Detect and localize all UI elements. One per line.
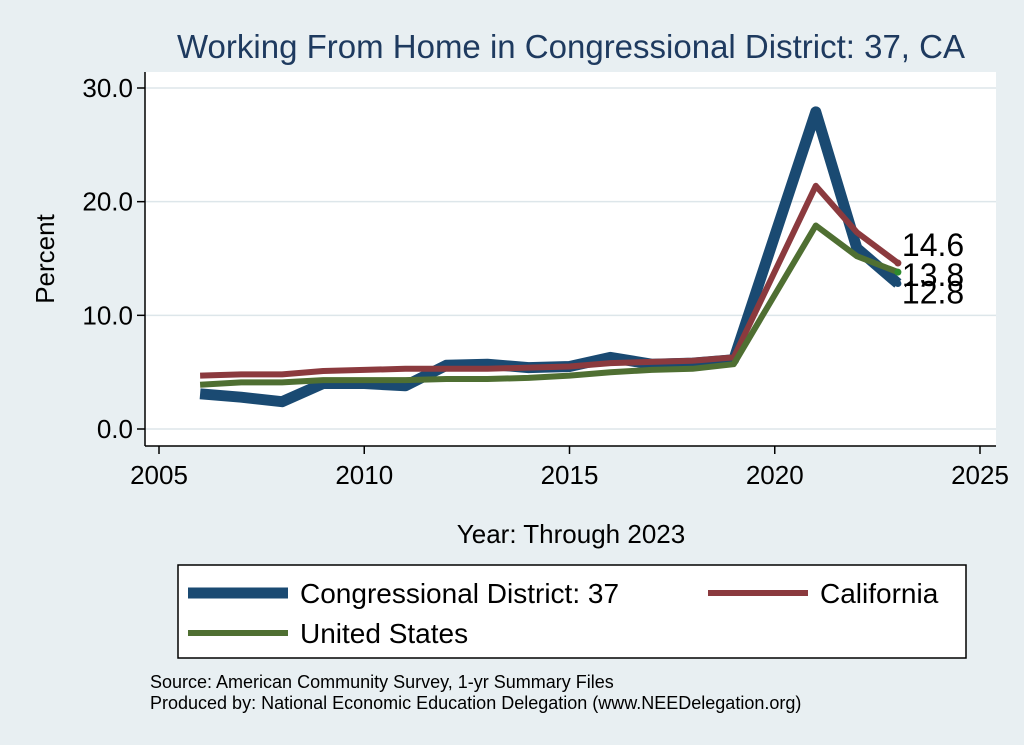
end-point-marker [894, 268, 902, 276]
series-line-2 [199, 222, 899, 388]
x-tick-label: 2010 [335, 460, 393, 490]
end-value-label: 14.6 [902, 227, 964, 263]
x-axis-title: Year: Through 2023 [457, 519, 685, 549]
source-note: Source: American Community Survey, 1-yr … [150, 672, 614, 692]
legend-label: Congressional District: 37 [300, 578, 619, 609]
end-value-label: 13.8 [902, 257, 964, 293]
end-point-marker [894, 259, 902, 267]
grid-lines [145, 87, 996, 430]
y-axis-title: Percent [30, 213, 60, 303]
end-labels: 12.8 14.613.8 [902, 227, 964, 310]
y-tick-label: 0.0 [97, 414, 133, 444]
x-tick-label: 2020 [746, 460, 804, 490]
y-tick-label: 10.0 [82, 300, 133, 330]
end-value-label: 12.8 [902, 275, 964, 311]
legend-box [177, 564, 967, 659]
chart-title: Working From Home in Congressional Distr… [177, 28, 965, 65]
y-tick-label: 30.0 [82, 73, 133, 103]
legend-label: United States [300, 618, 468, 649]
x-tick-label: 2025 [951, 460, 1009, 490]
y-tick-label: 20.0 [82, 187, 133, 217]
series-lines [199, 106, 902, 408]
end-point-marker [894, 280, 902, 288]
legend: Congressional District: 37 California Unit… [177, 564, 967, 659]
legend-label: California [820, 578, 939, 609]
axes: 0.0 10.0 20.0 30.0 2005 2010 2015 2020 2025 [82, 72, 1009, 490]
x-tick-label: 2015 [541, 460, 599, 490]
legend-items: Congressional District: 37 California Unit… [188, 578, 939, 649]
producer-note: Produced by: National Economic Education… [150, 693, 801, 713]
x-tick-label: 2005 [130, 460, 188, 490]
series-line-1 [200, 182, 900, 379]
